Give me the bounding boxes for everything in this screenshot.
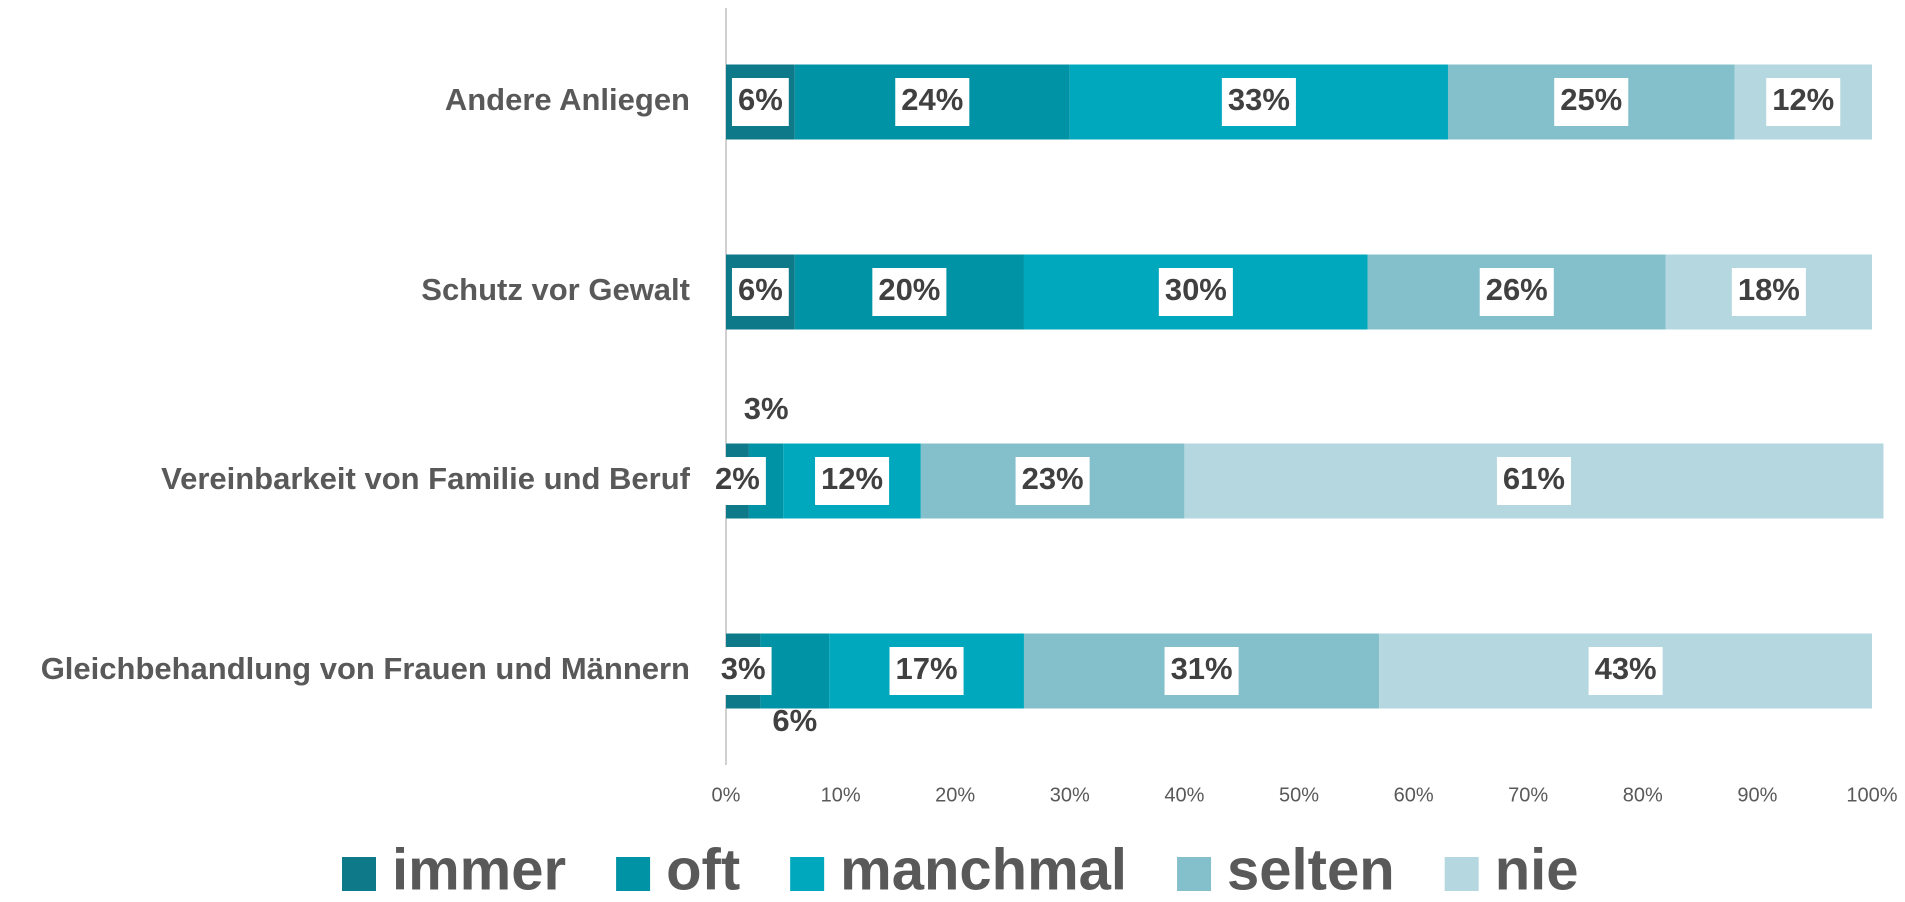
data-label: 30% (1165, 272, 1227, 307)
data-label: 2% (715, 461, 760, 496)
data-label: 33% (1228, 82, 1290, 117)
data-label: 31% (1171, 651, 1233, 686)
legend-label: selten (1227, 837, 1395, 897)
data-label: 3% (721, 651, 766, 686)
x-tick-label: 0% (712, 784, 741, 806)
label-box (1766, 78, 1841, 126)
label-box (1158, 268, 1233, 316)
data-label: 12% (1772, 82, 1834, 117)
data-label: 6% (738, 272, 783, 307)
data-label: 43% (1595, 651, 1657, 686)
x-tick-label: 50% (1279, 784, 1319, 806)
legend-swatch (1177, 857, 1212, 891)
data-label: 26% (1486, 272, 1548, 307)
x-tick-label: 30% (1050, 784, 1090, 806)
x-tick-label: 10% (821, 784, 861, 806)
x-tick-label: 40% (1164, 784, 1204, 806)
legend-label: manchmal (840, 837, 1127, 897)
label-box (1479, 268, 1554, 316)
label-box (895, 78, 970, 126)
label-box (889, 647, 964, 695)
category-label: Schutz vor Gewalt (421, 272, 690, 307)
bar-segment (760, 633, 830, 709)
data-label: 25% (1560, 82, 1622, 117)
category-label: Vereinbarkeit von Familie und Beruf (161, 461, 691, 496)
data-label: 61% (1503, 461, 1565, 496)
label-box (1554, 78, 1629, 126)
label-box (1496, 457, 1571, 505)
label-box (1164, 647, 1239, 695)
category-label: Gleichbehandlung von Frauen und Männern (41, 651, 690, 686)
label-box (815, 457, 890, 505)
data-label: 24% (901, 82, 963, 117)
legend-label: nie (1495, 837, 1579, 897)
label-box (1221, 78, 1296, 126)
label-box (709, 457, 766, 505)
label-box (1015, 457, 1090, 505)
data-label: 18% (1738, 272, 1800, 307)
data-label: 6% (738, 82, 783, 117)
legend-swatch (1444, 857, 1479, 891)
x-tick-label: 80% (1623, 784, 1663, 806)
legend-label: oft (666, 837, 740, 897)
x-tick-label: 70% (1508, 784, 1548, 806)
legend-swatch (790, 857, 825, 891)
label-box (731, 268, 789, 316)
legend-label: immer (392, 837, 566, 897)
label-box (714, 647, 772, 695)
data-label: 17% (896, 651, 958, 686)
data-label: 23% (1022, 461, 1084, 496)
label-box (731, 78, 789, 126)
x-tick-label: 60% (1394, 784, 1434, 806)
legend-swatch (342, 857, 376, 891)
label-box (1731, 268, 1806, 316)
x-tick-label: 20% (935, 784, 975, 806)
label-box (1588, 647, 1663, 695)
x-tick-label: 90% (1737, 784, 1777, 806)
x-tick-label: 100% (1846, 784, 1897, 806)
data-label: 6% (772, 703, 817, 738)
category-label: Andere Anliegen (445, 82, 690, 117)
data-label: 12% (821, 461, 883, 496)
label-box (872, 268, 947, 316)
data-label: 20% (878, 272, 940, 307)
legend-swatch (616, 857, 651, 891)
data-label: 3% (744, 391, 789, 426)
